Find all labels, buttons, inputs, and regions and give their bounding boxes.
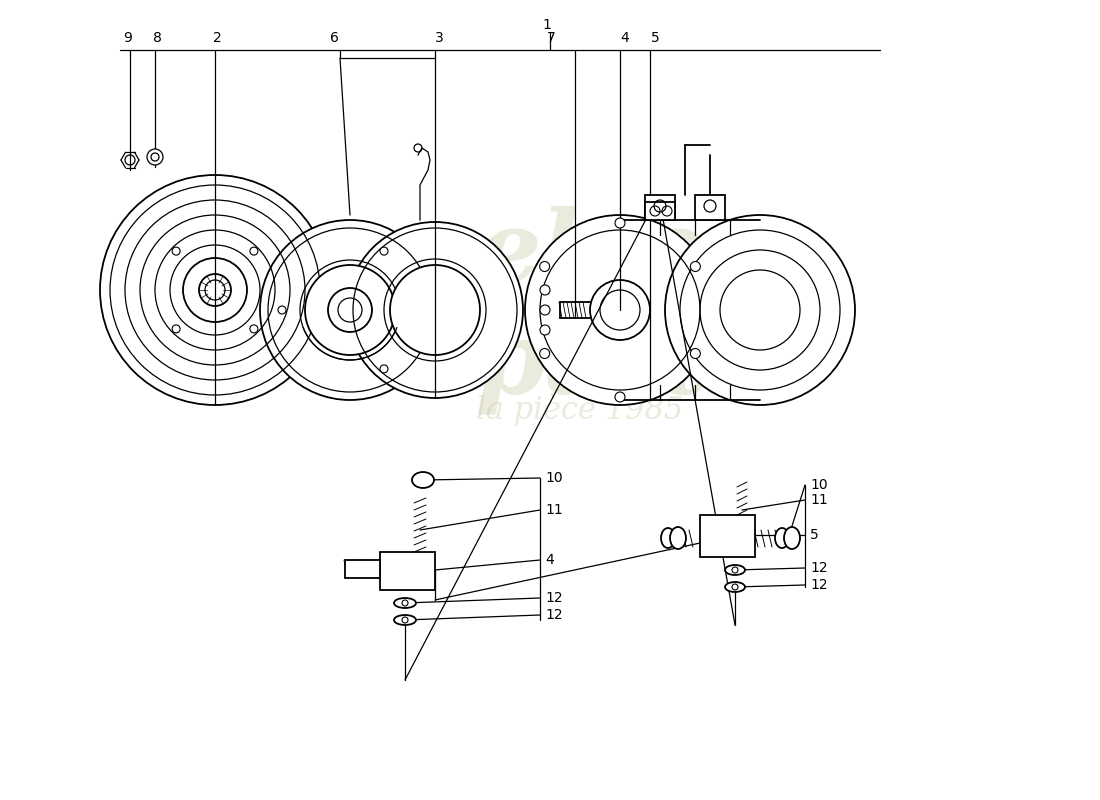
Text: 12: 12 [544, 591, 562, 605]
Circle shape [199, 274, 231, 306]
Circle shape [540, 349, 550, 358]
Text: 6: 6 [330, 31, 339, 45]
Ellipse shape [776, 528, 789, 548]
Bar [345, 560, 379, 578]
Circle shape [615, 218, 625, 228]
Bar [700, 515, 755, 557]
Ellipse shape [784, 527, 800, 549]
Polygon shape [645, 195, 675, 220]
Text: 4: 4 [620, 31, 629, 45]
Text: 10: 10 [810, 478, 827, 492]
Circle shape [250, 325, 257, 333]
Ellipse shape [725, 565, 745, 575]
Text: 11: 11 [544, 503, 563, 517]
Text: 10: 10 [544, 471, 562, 485]
Circle shape [379, 365, 388, 373]
Text: 5: 5 [650, 31, 659, 45]
Text: 11: 11 [810, 493, 827, 507]
Circle shape [525, 215, 715, 405]
Circle shape [540, 325, 550, 335]
Text: la pièce 1985: la pièce 1985 [476, 394, 683, 426]
Text: 9: 9 [123, 31, 132, 45]
Circle shape [183, 258, 248, 322]
Text: 12: 12 [810, 561, 827, 575]
Circle shape [147, 149, 163, 165]
Ellipse shape [725, 582, 745, 592]
Bar [379, 552, 434, 590]
Text: 5: 5 [810, 528, 818, 542]
Circle shape [379, 247, 388, 255]
Text: elcos
parts: elcos parts [475, 206, 764, 414]
Polygon shape [695, 195, 725, 220]
Text: 3: 3 [434, 31, 443, 45]
Text: 2: 2 [212, 31, 221, 45]
Circle shape [260, 220, 440, 400]
Circle shape [346, 222, 522, 398]
Circle shape [540, 262, 550, 271]
Ellipse shape [661, 528, 675, 548]
Circle shape [615, 392, 625, 402]
Circle shape [278, 306, 286, 314]
Circle shape [540, 285, 550, 295]
Circle shape [691, 262, 701, 271]
Text: 8: 8 [153, 31, 162, 45]
Bar [645, 202, 675, 220]
Text: 7: 7 [547, 31, 556, 45]
Ellipse shape [670, 527, 686, 549]
Circle shape [666, 215, 855, 405]
Circle shape [540, 305, 550, 315]
Text: 1: 1 [542, 18, 551, 32]
Circle shape [590, 280, 650, 340]
Ellipse shape [412, 472, 434, 488]
Circle shape [100, 175, 330, 405]
Circle shape [250, 247, 257, 255]
Circle shape [390, 265, 480, 355]
Circle shape [172, 247, 180, 255]
Text: 4: 4 [544, 553, 553, 567]
Text: 12: 12 [544, 608, 562, 622]
Circle shape [172, 325, 180, 333]
Circle shape [691, 349, 701, 358]
Ellipse shape [394, 615, 416, 625]
Circle shape [328, 288, 372, 332]
Text: 12: 12 [810, 578, 827, 592]
Ellipse shape [394, 598, 416, 608]
Circle shape [305, 265, 395, 355]
